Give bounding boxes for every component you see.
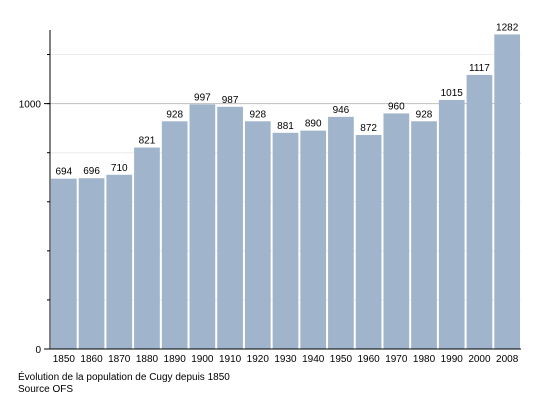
x-tick-label-1930: 1930 [274, 354, 297, 365]
data-label-1910: 987 [222, 95, 239, 106]
x-tick-label-2008: 2008 [496, 354, 519, 365]
bar-1990 [438, 99, 465, 349]
data-label-1960: 872 [360, 123, 377, 134]
bar-1970 [383, 113, 410, 349]
x-tick-label-1860: 1860 [80, 354, 103, 365]
bar-2008 [494, 34, 520, 349]
bar-1940 [300, 130, 327, 349]
bar-1850 [51, 178, 77, 349]
y-tick-label-1000: 1000 [19, 100, 42, 111]
x-tick-label-1960: 1960 [357, 354, 380, 365]
x-tick-label-1850: 1850 [53, 354, 76, 365]
chart-caption: Évolution de la population de Cugy depui… [18, 372, 230, 383]
data-label-1920: 928 [249, 109, 266, 120]
axes-layer: 1850 1860 1870 1880 1890 1900 1910 1920 1930 1940… [19, 30, 521, 365]
data-label-1970: 960 [388, 101, 405, 112]
data-label-1880: 821 [139, 136, 156, 147]
x-tick-label-2000: 2000 [468, 354, 491, 365]
x-tick-label-1970: 1970 [385, 354, 408, 365]
data-label-2008: 1282 [496, 22, 519, 33]
x-tick-label-1890: 1890 [164, 354, 187, 365]
x-tick-label-1950: 1950 [330, 354, 353, 365]
bar-1900 [189, 104, 216, 350]
bar-1980 [411, 121, 437, 349]
data-label-1850: 694 [56, 167, 73, 178]
bar-1950 [328, 116, 354, 350]
data-label-1860: 696 [83, 166, 100, 177]
bar-1910 [217, 106, 243, 349]
chart-source: Source OFS [18, 384, 74, 395]
x-tick-label-1910: 1910 [219, 354, 242, 365]
bar-1890 [161, 121, 188, 349]
x-tick-label-1980: 1980 [413, 354, 436, 365]
data-label-2000: 1117 [469, 63, 490, 74]
bar-2000 [466, 74, 493, 349]
data-labels-layer: 694 696 710 821 928 997 987 928 881 890 946 872 960 9… [56, 22, 519, 177]
data-label-1990: 1015 [441, 88, 464, 99]
x-tick-label-1940: 1940 [302, 354, 325, 365]
bar-1860 [78, 178, 105, 349]
data-label-1940: 890 [305, 119, 322, 130]
data-label-1900: 997 [194, 92, 211, 103]
data-label-1930: 881 [277, 121, 294, 132]
data-label-1980: 928 [416, 109, 433, 120]
x-tick-label-1920: 1920 [247, 354, 270, 365]
bars-layer [51, 34, 520, 350]
data-label-1870: 710 [111, 163, 128, 174]
bar-1960 [355, 135, 382, 349]
x-tick-label-1880: 1880 [136, 354, 159, 365]
x-tick-label-1900: 1900 [191, 354, 214, 365]
bar-1870 [106, 174, 133, 349]
bar-1920 [244, 121, 271, 349]
x-tick-label-1990: 1990 [441, 354, 464, 365]
data-label-1950: 946 [333, 105, 350, 116]
bar-1930 [272, 132, 299, 349]
x-tick-label-1870: 1870 [108, 354, 131, 365]
y-tick-label-0: 0 [35, 345, 41, 356]
data-label-1890: 928 [166, 109, 183, 120]
bar-1880 [134, 147, 160, 349]
